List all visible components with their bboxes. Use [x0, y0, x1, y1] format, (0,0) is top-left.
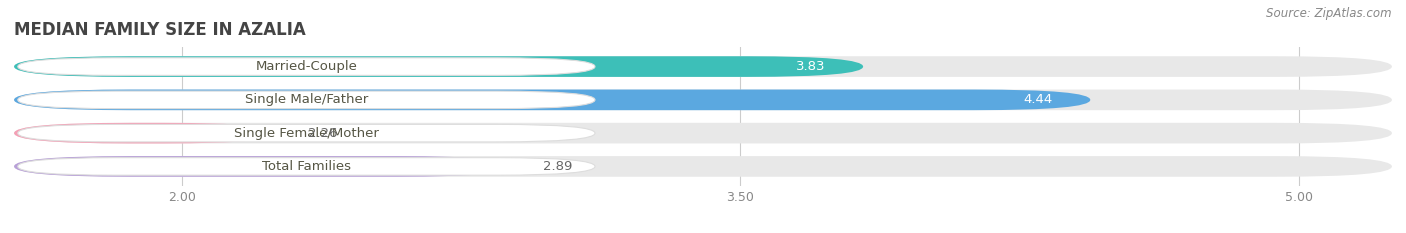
FancyBboxPatch shape: [18, 124, 595, 142]
Text: Total Families: Total Families: [262, 160, 352, 173]
FancyBboxPatch shape: [14, 89, 1090, 110]
Text: Single Female/Mother: Single Female/Mother: [233, 127, 378, 140]
FancyBboxPatch shape: [18, 91, 595, 109]
Text: 3.83: 3.83: [796, 60, 825, 73]
FancyBboxPatch shape: [18, 58, 595, 75]
FancyBboxPatch shape: [14, 156, 1392, 177]
FancyBboxPatch shape: [14, 89, 1392, 110]
Text: Married-Couple: Married-Couple: [256, 60, 357, 73]
Text: Source: ZipAtlas.com: Source: ZipAtlas.com: [1267, 7, 1392, 20]
Text: 2.89: 2.89: [543, 160, 572, 173]
Text: MEDIAN FAMILY SIZE IN AZALIA: MEDIAN FAMILY SIZE IN AZALIA: [14, 21, 307, 39]
FancyBboxPatch shape: [14, 123, 1392, 144]
FancyBboxPatch shape: [18, 158, 595, 175]
Text: Single Male/Father: Single Male/Father: [245, 93, 368, 106]
Text: 2.26: 2.26: [308, 127, 337, 140]
FancyBboxPatch shape: [14, 156, 513, 177]
FancyBboxPatch shape: [14, 56, 863, 77]
FancyBboxPatch shape: [14, 123, 278, 144]
Text: 4.44: 4.44: [1024, 93, 1053, 106]
FancyBboxPatch shape: [14, 56, 1392, 77]
